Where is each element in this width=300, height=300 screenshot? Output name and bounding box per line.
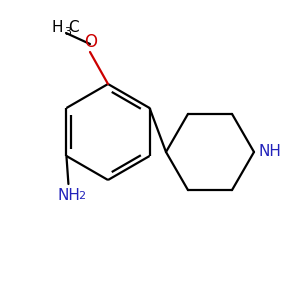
Text: 3: 3 (64, 27, 71, 37)
Text: H: H (52, 20, 63, 35)
Text: C: C (68, 20, 79, 35)
Text: NH: NH (58, 188, 81, 203)
Text: 2: 2 (78, 191, 85, 201)
Text: O: O (85, 33, 98, 51)
Text: NH: NH (258, 143, 281, 158)
